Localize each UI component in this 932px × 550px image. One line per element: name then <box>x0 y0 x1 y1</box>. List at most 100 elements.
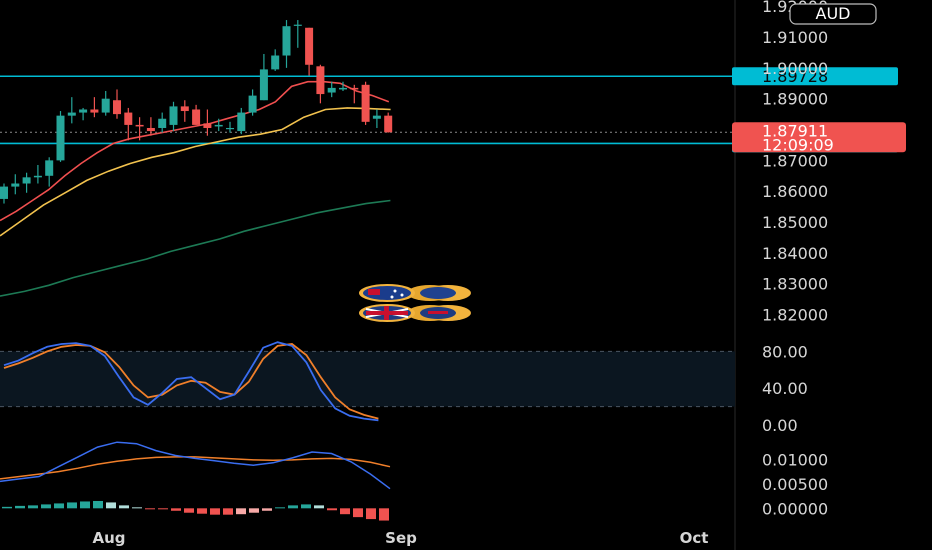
macd-histogram-bar <box>171 508 181 511</box>
current-price-label: 1.87911 <box>762 121 828 140</box>
candle-body[interactable] <box>305 27 314 65</box>
candle-body[interactable] <box>327 87 336 93</box>
candle-body[interactable] <box>90 109 99 113</box>
time-axis[interactable]: Aug Sep Oct <box>92 529 708 547</box>
macd-histogram-bar <box>210 508 220 515</box>
candle-body[interactable] <box>203 123 212 128</box>
macd-histogram-bar <box>28 505 38 509</box>
macd-histogram-bar <box>366 508 376 520</box>
stochastic-tick-label: 40.00 <box>762 379 808 398</box>
stochastic-tick-label: 80.00 <box>762 342 808 361</box>
candle-body[interactable] <box>226 127 234 130</box>
candle-body[interactable] <box>158 118 167 128</box>
time-tick-label: Sep <box>385 529 417 547</box>
macd-histogram-bar <box>340 508 350 515</box>
candle-body[interactable] <box>271 55 280 70</box>
macd-histogram-bar <box>379 508 389 521</box>
candle-body[interactable] <box>113 100 121 115</box>
time-tick-label: Oct <box>680 529 709 547</box>
candle-body[interactable] <box>169 106 178 125</box>
candle-body[interactable] <box>22 177 31 184</box>
candle-body[interactable] <box>101 98 110 113</box>
candle-body[interactable] <box>384 115 393 133</box>
macd-histogram-bar <box>67 502 77 509</box>
stochastic-band-fill <box>0 351 735 407</box>
stochastic-band <box>0 350 735 408</box>
macd-histogram-bar <box>275 507 285 509</box>
candle-body[interactable] <box>67 112 76 116</box>
macd-histogram-bar <box>132 507 142 509</box>
stochastic-oscillator <box>3 341 379 422</box>
candle-body[interactable] <box>146 127 155 132</box>
candle-body[interactable] <box>214 124 223 127</box>
macd-histogram-bar <box>145 508 155 510</box>
macd-histogram-bar <box>2 506 12 509</box>
macd-histogram-bar <box>236 508 246 515</box>
macd-histogram-bar <box>184 508 194 513</box>
level-label: 1.89728 <box>762 67 828 86</box>
candle-body[interactable] <box>350 87 359 90</box>
stochastic-tick-label: 0.00 <box>762 416 798 435</box>
candle-body[interactable] <box>11 183 20 187</box>
candle-body[interactable] <box>0 186 8 199</box>
macd-histogram-bar <box>158 508 168 510</box>
macd-histogram-bar <box>262 508 272 511</box>
macd-signal-line <box>0 456 391 480</box>
candle-body[interactable] <box>33 175 42 178</box>
macd-line <box>0 441 391 490</box>
macd-histogram-bar <box>54 503 64 509</box>
macd-histogram-bar <box>223 508 233 515</box>
price-tick-label: 1.86000 <box>762 182 828 201</box>
ema-slow-line <box>0 199 391 297</box>
price-tick-label: 1.90000 <box>762 59 828 78</box>
macd-histogram-bar <box>41 504 51 509</box>
candle-body[interactable] <box>124 112 133 125</box>
price-axis[interactable]: 1.920001.910001.900001.890001.870001.860… <box>762 0 828 518</box>
candle-body[interactable] <box>293 24 302 26</box>
macd-tick-label: 0.01000 <box>762 450 828 469</box>
candle-body[interactable] <box>237 112 246 132</box>
candle-body[interactable] <box>135 124 144 127</box>
ema-mid-line <box>0 107 391 237</box>
macd-histogram-bar <box>353 508 363 518</box>
current-price-box <box>732 122 906 153</box>
currency-badge[interactable]: AUD <box>789 3 877 25</box>
macd-histogram-bar <box>301 504 311 509</box>
candle-body[interactable] <box>248 95 257 113</box>
macd-histogram-bar <box>249 508 259 513</box>
macd-histogram-bar <box>119 505 129 509</box>
macd-histogram-bar <box>197 508 207 514</box>
price-tick-label: 1.91000 <box>762 28 828 47</box>
macd-histogram-bar <box>15 505 25 509</box>
candle-body[interactable] <box>56 115 65 161</box>
candlesticks[interactable] <box>0 20 393 204</box>
gbp-flag-icon[interactable] <box>359 304 471 322</box>
macd-histogram-bar <box>327 508 337 511</box>
level-label-box <box>732 67 898 86</box>
candle-body[interactable] <box>180 106 189 112</box>
price-tick-label: 1.84000 <box>762 244 828 263</box>
candle-body[interactable] <box>259 69 268 101</box>
candle-body[interactable] <box>282 26 291 56</box>
candle-body[interactable] <box>79 109 88 113</box>
macd-indicator <box>0 441 391 521</box>
candle-body[interactable] <box>316 66 325 95</box>
candle-body[interactable] <box>339 87 347 90</box>
macd-tick-label: 0.00500 <box>762 475 828 494</box>
stochastic-k-line <box>3 341 379 422</box>
candle-body[interactable] <box>361 84 370 122</box>
aud-flag-icon[interactable] <box>359 284 471 302</box>
candle-body[interactable] <box>45 160 54 176</box>
macd-histogram-bar <box>106 502 116 509</box>
price-tick-label: 1.89000 <box>762 90 828 109</box>
candle-body[interactable] <box>192 109 201 125</box>
candle-body[interactable] <box>372 115 381 119</box>
stochastic-d-line <box>3 343 379 420</box>
countdown-label: 12:09:09 <box>762 135 834 154</box>
price-tick-label: 1.87000 <box>762 151 828 170</box>
macd-tick-label: 0.00000 <box>762 499 828 518</box>
currency-badge-text: AUD <box>816 4 851 23</box>
time-tick-label: Aug <box>92 529 125 547</box>
